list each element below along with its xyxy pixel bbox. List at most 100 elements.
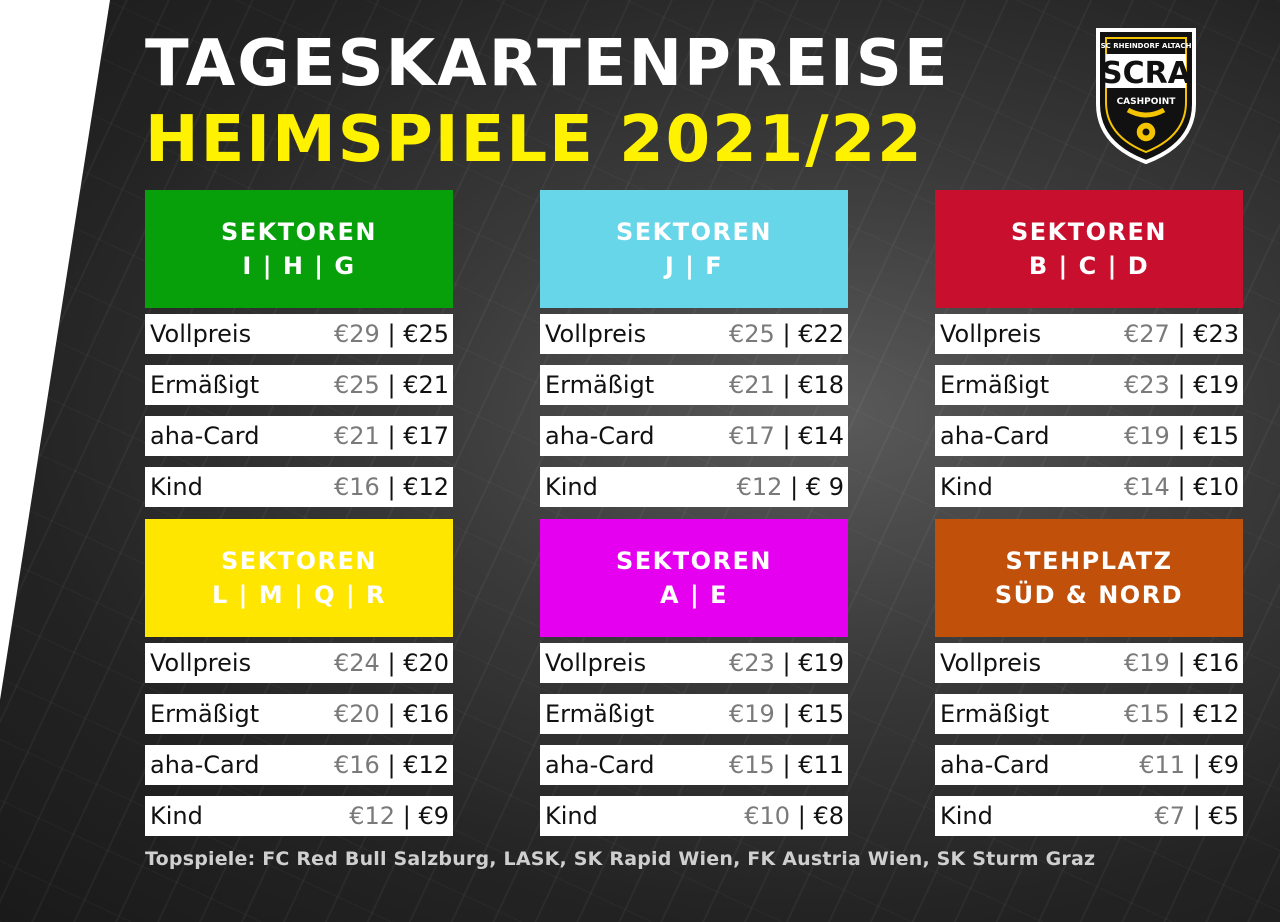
price-row: Ermäßigt €20 | €16 <box>145 694 453 734</box>
logo-letters: SCRA <box>1101 56 1192 91</box>
price-reduced: €9 <box>418 802 449 830</box>
ticket-category: aha-Card <box>940 751 1050 779</box>
price-pair: €16 | €12 <box>334 473 449 501</box>
price-pair: €11 | €9 <box>1139 751 1239 779</box>
price-full: €23 <box>1124 371 1170 399</box>
ticket-category: Kind <box>150 802 203 830</box>
price-full: €15 <box>729 751 775 779</box>
price-reduced: €16 <box>1193 649 1239 677</box>
price-reduced: €10 <box>1193 473 1239 501</box>
section-title: STEHPLATZ <box>1005 547 1173 575</box>
section-sectors: SÜD & NORD <box>994 581 1184 609</box>
price-pair: €25 | €22 <box>729 320 844 348</box>
price-pair: €17 | €14 <box>729 422 844 450</box>
price-row: Ermäßigt €21 | €18 <box>540 365 848 405</box>
price-row: aha-Card €15 | €11 <box>540 745 848 785</box>
price-pair: €24 | €20 <box>334 649 449 677</box>
price-separator: | <box>1177 422 1186 450</box>
ticket-category: Kind <box>940 802 993 830</box>
ticket-category: Vollpreis <box>940 649 1042 677</box>
price-row: Kind €12 | € 9 <box>540 467 848 507</box>
price-full: €12 <box>349 802 396 830</box>
price-reduced: €12 <box>403 751 449 779</box>
price-full: €14 <box>1124 473 1170 501</box>
price-pair: €15 | €11 <box>729 751 844 779</box>
price-full: €16 <box>334 473 380 501</box>
section-header: SEKTOREN J | F <box>540 190 848 308</box>
price-full: €19 <box>1124 649 1170 677</box>
price-pair: €14 | €10 <box>1124 473 1239 501</box>
price-full: €19 <box>729 700 775 728</box>
price-reduced: €12 <box>1193 700 1239 728</box>
price-full: €21 <box>334 422 380 450</box>
price-reduced: €18 <box>798 371 844 399</box>
price-separator: | <box>387 700 396 728</box>
price-pair: €27 | €23 <box>1124 320 1239 348</box>
price-reduced: €17 <box>403 422 449 450</box>
section-sectors: B | C | D <box>1028 252 1150 280</box>
ticket-category: aha-Card <box>545 751 655 779</box>
ticket-category: aha-Card <box>150 422 260 450</box>
price-full: €11 <box>1139 751 1186 779</box>
ticket-category: Kind <box>150 473 203 501</box>
price-separator: | <box>387 422 396 450</box>
ticket-category: Ermäßigt <box>940 371 1050 399</box>
price-full: €16 <box>334 751 380 779</box>
ticket-category: Vollpreis <box>150 649 252 677</box>
price-row: Vollpreis €19 | €16 <box>935 643 1243 683</box>
page-title: TAGESKARTENPREISE <box>145 27 950 101</box>
price-full: €17 <box>729 422 775 450</box>
price-row: Vollpreis €27 | €23 <box>935 314 1243 354</box>
ticket-category: Vollpreis <box>545 649 647 677</box>
price-pair: €29 | €25 <box>334 320 449 348</box>
price-separator: | <box>790 473 799 501</box>
price-full: €27 <box>1124 320 1170 348</box>
price-reduced: €19 <box>798 649 844 677</box>
logo-arc-text: SC RHEINDORF ALTACH <box>1101 42 1192 50</box>
price-reduced: € 9 <box>805 473 844 501</box>
price-pair: €12 | €9 <box>349 802 449 830</box>
price-separator: | <box>1177 700 1186 728</box>
section-sectors: A | E <box>660 581 728 609</box>
price-separator: | <box>387 320 396 348</box>
price-reduced: €22 <box>798 320 844 348</box>
price-full: €20 <box>334 700 380 728</box>
price-separator: | <box>387 371 396 399</box>
price-full: €15 <box>1124 700 1170 728</box>
section-header: STEHPLATZ SÜD & NORD <box>935 519 1243 637</box>
price-reduced: €21 <box>403 371 449 399</box>
price-row: aha-Card €16 | €12 <box>145 745 453 785</box>
price-full: €29 <box>334 320 380 348</box>
price-full: €24 <box>334 649 380 677</box>
price-row: aha-Card €11 | €9 <box>935 745 1243 785</box>
price-reduced: €25 <box>403 320 449 348</box>
section-header: SEKTOREN I | H | G <box>145 190 453 308</box>
price-separator: | <box>1177 320 1186 348</box>
price-separator: | <box>1192 802 1201 830</box>
price-pair: €20 | €16 <box>334 700 449 728</box>
price-reduced: €9 <box>1208 751 1239 779</box>
price-row: Ermäßigt €15 | €12 <box>935 694 1243 734</box>
price-pair: €25 | €21 <box>334 371 449 399</box>
ticket-category: Ermäßigt <box>150 371 260 399</box>
section-title: SEKTOREN <box>220 547 377 575</box>
ticket-category: Ermäßigt <box>545 700 655 728</box>
price-pair: €21 | €18 <box>729 371 844 399</box>
price-full: €7 <box>1154 802 1186 830</box>
price-pair: €7 | €5 <box>1155 802 1239 830</box>
price-row: Ermäßigt €19 | €15 <box>540 694 848 734</box>
price-reduced: €23 <box>1193 320 1239 348</box>
ticket-category: Vollpreis <box>940 320 1042 348</box>
price-separator: | <box>1177 371 1186 399</box>
price-full: €10 <box>744 802 791 830</box>
price-pair: €16 | €12 <box>334 751 449 779</box>
price-reduced: €12 <box>403 473 449 501</box>
price-full: €23 <box>729 649 775 677</box>
price-row: Vollpreis €23 | €19 <box>540 643 848 683</box>
price-separator: | <box>797 802 806 830</box>
price-reduced: €20 <box>403 649 449 677</box>
section-title: SEKTOREN <box>615 218 772 246</box>
price-row: Kind €12 | €9 <box>145 796 453 836</box>
section-header: SEKTOREN B | C | D <box>935 190 1243 308</box>
ticket-category: Vollpreis <box>545 320 647 348</box>
